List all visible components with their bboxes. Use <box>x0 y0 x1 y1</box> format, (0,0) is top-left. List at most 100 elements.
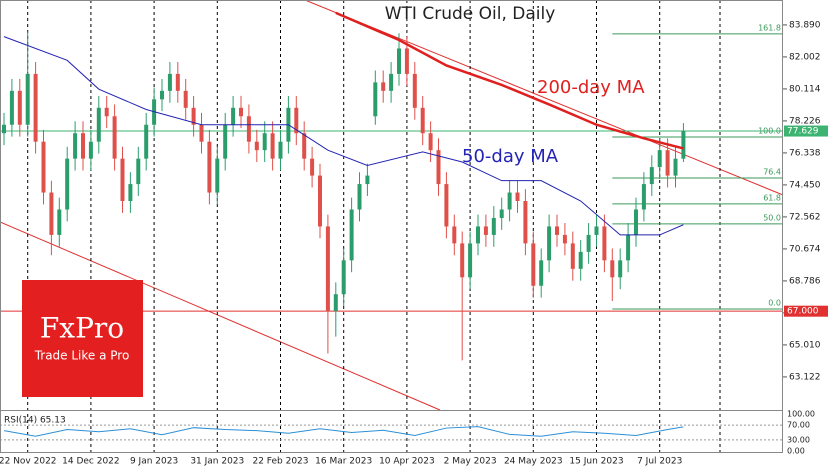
candle-body <box>673 158 678 176</box>
candle-body <box>460 243 465 278</box>
y-tick-label: 76.338 <box>789 148 821 158</box>
candle-body <box>175 73 180 91</box>
candle-body <box>120 158 125 202</box>
price-tag-label: 77.629 <box>787 127 819 137</box>
logo-brand: FxPro <box>40 312 124 345</box>
candle-body <box>412 73 417 108</box>
ma-label: 50-day MA <box>462 146 559 167</box>
candle-body <box>302 133 307 159</box>
logo-box <box>22 280 143 397</box>
candle-body <box>665 150 670 176</box>
candle-body <box>104 107 109 117</box>
y-tick-label: 80.114 <box>789 84 821 94</box>
y-tick-label: 74.450 <box>789 180 821 190</box>
rsi-tick-label: 0.00 <box>787 447 805 456</box>
candle-body <box>444 184 449 227</box>
candle-body <box>223 124 228 159</box>
candle-body <box>641 184 646 210</box>
candle-body <box>373 82 378 117</box>
candle-body <box>128 184 133 202</box>
candle-body <box>270 133 275 159</box>
candle-body <box>160 90 164 100</box>
candle-body <box>207 141 212 193</box>
candle-body <box>278 141 283 159</box>
x-tick-label: 14 Dec 2022 <box>62 457 120 467</box>
candle-body <box>491 217 496 235</box>
candle-body <box>318 175 322 227</box>
y-tick-label: 68.786 <box>789 276 821 286</box>
candle-body <box>341 260 346 295</box>
candle-body <box>136 158 141 185</box>
fib-label: 50.0 <box>763 213 781 222</box>
candle-body <box>436 150 441 185</box>
candle-body <box>144 124 149 159</box>
candle-body <box>507 192 512 210</box>
y-tick-label: 78.226 <box>789 116 821 126</box>
candle-body <box>112 116 117 159</box>
candle-body <box>349 209 354 261</box>
price-tag-label: 67.000 <box>787 307 819 317</box>
candle-body <box>246 116 251 142</box>
candle-body <box>191 107 196 125</box>
ma-label: 200-day MA <box>537 77 645 98</box>
candle-body <box>586 234 591 252</box>
fib-label: 76.4 <box>763 167 781 176</box>
logo-tagline: Trade Like a Pro <box>34 349 130 363</box>
x-tick-label: 24 May 2023 <box>504 457 563 467</box>
x-tick-label: 22 Nov 2022 <box>0 457 57 467</box>
x-tick-label: 7 Jul 2023 <box>637 457 682 467</box>
y-tick-label: 70.674 <box>789 244 821 254</box>
candle-body <box>9 90 14 125</box>
candle-body <box>239 107 243 117</box>
candle-body <box>610 260 615 278</box>
fib-label: 161.8 <box>758 23 781 32</box>
y-tick-label: 83.890 <box>789 20 821 30</box>
candle-body <box>96 107 101 142</box>
fib-label: 0.0 <box>768 298 781 307</box>
price-tag <box>784 125 828 137</box>
x-tick-label: 16 Mar 2023 <box>315 457 372 467</box>
candle-body <box>49 192 54 235</box>
x-tick-label: 15 Jun 2023 <box>569 457 623 467</box>
candle-body <box>65 158 70 210</box>
candle-body <box>626 234 631 261</box>
rsi-label: RSI(14) 65.13 <box>4 416 66 426</box>
candle-body <box>41 141 46 193</box>
rsi-line <box>3 426 684 437</box>
candle-body <box>88 141 93 159</box>
candle-body <box>555 226 559 235</box>
candle-body <box>515 192 520 202</box>
candle-body <box>294 107 299 134</box>
candle-body <box>262 133 267 151</box>
candle-body <box>215 158 220 193</box>
candle-body <box>476 226 480 244</box>
candle-body <box>73 133 78 159</box>
candle-body <box>420 107 425 134</box>
candle-body <box>254 141 259 151</box>
candle-body <box>381 82 386 91</box>
candle-body <box>25 73 30 125</box>
candle-body <box>531 243 536 286</box>
candle-body <box>357 184 362 210</box>
candle-body <box>81 133 85 159</box>
x-tick-label: 10 Apr 2023 <box>379 457 435 467</box>
y-tick-label: 65.010 <box>789 340 821 350</box>
candle-body <box>499 209 504 218</box>
candle-body <box>594 226 599 235</box>
candle-body <box>602 226 607 261</box>
candle-body <box>428 133 433 151</box>
x-tick-label: 9 Jan 2023 <box>130 457 178 467</box>
candle-body <box>57 209 62 235</box>
rsi-tick-label: 70.00 <box>787 421 810 430</box>
candle-body <box>452 226 457 244</box>
candle-body <box>483 226 488 235</box>
candle-body <box>468 243 473 278</box>
candle-body <box>397 48 401 74</box>
candle-body <box>578 251 583 269</box>
price-tag <box>784 305 828 317</box>
candle-body <box>389 73 394 91</box>
moving-average <box>3 36 684 236</box>
candle-body <box>2 124 6 134</box>
